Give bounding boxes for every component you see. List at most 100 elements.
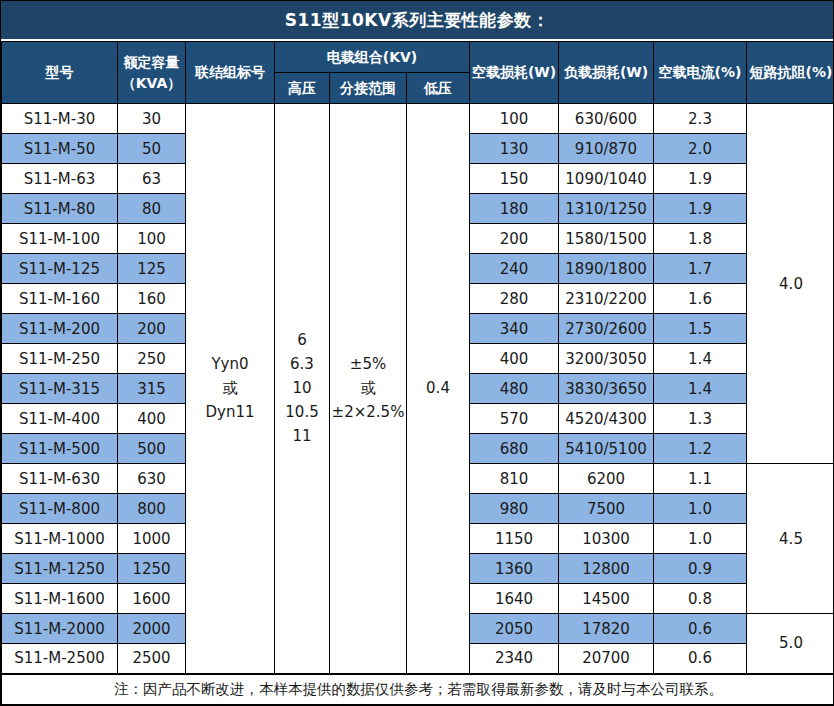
cell-no-load-current: 0.6 [654, 644, 747, 674]
cell-no-load-current: 0.8 [654, 584, 747, 614]
cell-model: S11-M-1000 [2, 524, 118, 554]
cell-load-loss: 1090/1040 [559, 164, 654, 194]
cell-load-loss: 7500 [559, 494, 654, 524]
cell-load-loss: 3200/3050 [559, 344, 654, 374]
cell-no-load-loss: 570 [470, 404, 559, 434]
table-header: 型号 额定容量 （KVA） 联结组标号 电载组合(KV) 空载损耗(W) 负载损… [2, 42, 834, 104]
cell-impedance: 5.0 [747, 614, 834, 674]
col-header-model: 型号 [2, 42, 118, 104]
cell-capacity: 315 [118, 374, 186, 404]
cell-load-loss: 2310/2200 [559, 284, 654, 314]
cell-model: S11-M-400 [2, 404, 118, 434]
cell-model: S11-M-125 [2, 254, 118, 284]
cell-capacity: 125 [118, 254, 186, 284]
col-header-load-combo: 电载组合(KV) [275, 42, 470, 73]
cell-capacity: 250 [118, 344, 186, 374]
col-header-tap-range: 分接范围 [330, 73, 407, 104]
cell-model: S11-M-2500 [2, 644, 118, 674]
table-row: S11-M-3030Yyn0 或 Dyn116 6.3 10 10.5 11±5… [2, 104, 834, 134]
cell-capacity: 160 [118, 284, 186, 314]
cell-no-load-loss: 200 [470, 224, 559, 254]
cell-capacity: 2000 [118, 614, 186, 644]
cell-no-load-current: 2.3 [654, 104, 747, 134]
cell-no-load-current: 0.9 [654, 554, 747, 584]
cell-hv: 6 6.3 10 10.5 11 [275, 104, 330, 674]
cell-load-loss: 10300 [559, 524, 654, 554]
cell-no-load-loss: 2340 [470, 644, 559, 674]
cell-no-load-current: 1.9 [654, 194, 747, 224]
cell-no-load-current: 1.8 [654, 224, 747, 254]
cell-no-load-loss: 1150 [470, 524, 559, 554]
cell-impedance: 4.5 [747, 464, 834, 614]
cell-no-load-loss: 980 [470, 494, 559, 524]
cell-no-load-current: 1.3 [654, 404, 747, 434]
cell-no-load-loss: 150 [470, 164, 559, 194]
col-header-no-load-current: 空载电流(%) [654, 42, 747, 104]
col-header-lv: 低压 [407, 73, 470, 104]
cell-capacity: 2500 [118, 644, 186, 674]
cell-load-loss: 5410/5100 [559, 434, 654, 464]
col-header-no-load-loss: 空载损耗(W) [470, 42, 559, 104]
cell-no-load-current: 1.5 [654, 314, 747, 344]
col-header-capacity: 额定容量 （KVA） [118, 42, 186, 104]
cell-model: S11-M-800 [2, 494, 118, 524]
cell-load-loss: 14500 [559, 584, 654, 614]
cell-no-load-current: 1.9 [654, 164, 747, 194]
cell-capacity: 100 [118, 224, 186, 254]
cell-no-load-current: 0.6 [654, 614, 747, 644]
cell-model: S11-M-30 [2, 104, 118, 134]
spec-sheet: S11型10KV系列主要性能参数： 型号 额定容量 （KVA） 联结组标号 电载… [0, 0, 834, 706]
cell-model: S11-M-1600 [2, 584, 118, 614]
cell-model: S11-M-160 [2, 284, 118, 314]
table-body: S11-M-3030Yyn0 或 Dyn116 6.3 10 10.5 11±5… [2, 104, 834, 674]
cell-load-loss: 1890/1800 [559, 254, 654, 284]
cell-capacity: 630 [118, 464, 186, 494]
cell-model: S11-M-2000 [2, 614, 118, 644]
footer-note: 注：因产品不断改进，本样本提供的数据仅供参考；若需取得最新参数，请及时与本公司联… [2, 674, 834, 705]
cell-model: S11-M-63 [2, 164, 118, 194]
cell-load-loss: 630/600 [559, 104, 654, 134]
cell-connection: Yyn0 或 Dyn11 [186, 104, 275, 674]
cell-no-load-loss: 240 [470, 254, 559, 284]
cell-no-load-current: 1.4 [654, 344, 747, 374]
col-header-load-loss: 负载损耗(W) [559, 42, 654, 104]
cell-no-load-current: 1.4 [654, 374, 747, 404]
cell-lv: 0.4 [407, 104, 470, 674]
cell-model: S11-M-80 [2, 194, 118, 224]
cell-load-loss: 12800 [559, 554, 654, 584]
spec-table: 型号 额定容量 （KVA） 联结组标号 电载组合(KV) 空载损耗(W) 负载损… [1, 41, 834, 705]
cell-capacity: 30 [118, 104, 186, 134]
cell-capacity: 400 [118, 404, 186, 434]
cell-capacity: 800 [118, 494, 186, 524]
cell-model: S11-M-50 [2, 134, 118, 164]
cell-model: S11-M-500 [2, 434, 118, 464]
cell-load-loss: 910/870 [559, 134, 654, 164]
cell-no-load-loss: 400 [470, 344, 559, 374]
cell-no-load-loss: 680 [470, 434, 559, 464]
cell-no-load-current: 1.0 [654, 524, 747, 554]
cell-no-load-loss: 280 [470, 284, 559, 314]
cell-no-load-loss: 130 [470, 134, 559, 164]
cell-no-load-current: 1.2 [654, 434, 747, 464]
cell-model: S11-M-630 [2, 464, 118, 494]
cell-model: S11-M-250 [2, 344, 118, 374]
page-title: S11型10KV系列主要性能参数： [1, 1, 833, 41]
cell-no-load-current: 1.6 [654, 284, 747, 314]
cell-no-load-loss: 1360 [470, 554, 559, 584]
cell-capacity: 1000 [118, 524, 186, 554]
cell-no-load-loss: 340 [470, 314, 559, 344]
cell-no-load-loss: 480 [470, 374, 559, 404]
cell-model: S11-M-315 [2, 374, 118, 404]
cell-capacity: 50 [118, 134, 186, 164]
cell-no-load-loss: 180 [470, 194, 559, 224]
cell-load-loss: 20700 [559, 644, 654, 674]
cell-no-load-loss: 1640 [470, 584, 559, 614]
cell-no-load-loss: 2050 [470, 614, 559, 644]
cell-no-load-current: 2.0 [654, 134, 747, 164]
cell-tap-range: ±5% 或 ±2×2.5% [330, 104, 407, 674]
cell-load-loss: 2730/2600 [559, 314, 654, 344]
cell-impedance: 4.0 [747, 104, 834, 464]
cell-no-load-current: 1.1 [654, 464, 747, 494]
cell-load-loss: 1580/1500 [559, 224, 654, 254]
col-header-impedance: 短路抗阻(%) [747, 42, 834, 104]
